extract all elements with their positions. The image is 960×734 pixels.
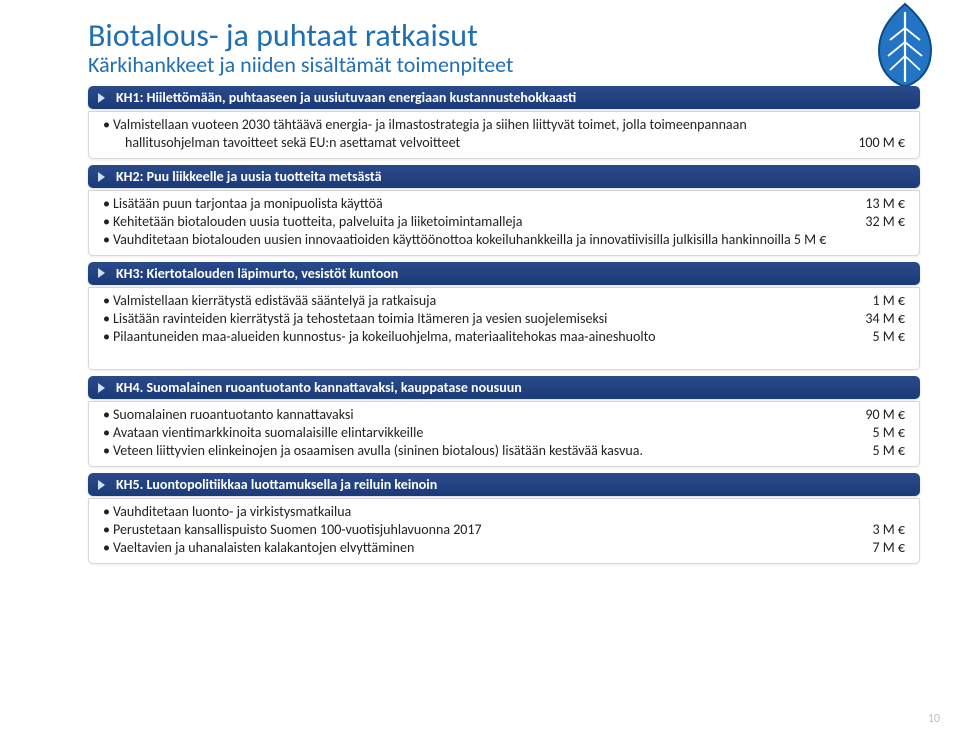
item-amount: 34 M € (843, 310, 905, 328)
list-item: Valmistellaan vuoteen 2030 tähtäävä ener… (103, 116, 905, 134)
item-amount: 5 M € (843, 328, 905, 346)
chevron-right-icon (98, 383, 105, 393)
list-item: Perustetaan kansallispuisto Suomen 100-v… (103, 521, 905, 539)
section-body: Valmistellaan vuoteen 2030 tähtäävä ener… (88, 111, 920, 159)
chevron-right-icon (98, 93, 105, 103)
item-text: Vaeltavien ja uhanalaisten kalakantojen … (113, 539, 825, 557)
section: KH2: Puu liikkeelle ja uusia tuotteita m… (88, 165, 920, 256)
section-body: Vauhditetaan luonto- ja virkistysmatkail… (88, 498, 920, 564)
section-body: Suomalainen ruoantuotanto kannattavaksi 9… (88, 401, 920, 467)
section-header: KH3: Kiertotalouden läpimurto, vesistöt … (88, 262, 920, 285)
item-amount: 13 M € (843, 195, 905, 213)
page-title: Biotalous- ja puhtaat ratkaisut (88, 18, 920, 53)
section-header: KH1: Hiilettömään, puhtaaseen ja uusiutu… (88, 86, 920, 109)
list-item: Valmistellaan kierrätystä edistävää sään… (103, 292, 905, 310)
section-header-label: KH4. Suomalainen ruoantuotanto kannattav… (116, 379, 522, 396)
list-item: Vaeltavien ja uhanalaisten kalakantojen … (103, 539, 905, 557)
item-text: Kehitetään biotalouden uusia tuotteita, … (113, 213, 825, 231)
list-item: Lisätään puun tarjontaa ja monipuolista … (103, 195, 905, 213)
list-item: Lisätään ravinteiden kierrätystä ja teho… (103, 310, 905, 328)
list-item: Vauhditetaan luonto- ja virkistysmatkail… (103, 503, 905, 521)
list-item: Veteen liittyvien elinkeinojen ja osaami… (103, 442, 905, 460)
section-body: Valmistellaan kierrätystä edistävää sään… (88, 287, 920, 371)
list-item (103, 345, 905, 363)
item-list: Vauhditetaan luonto- ja virkistysmatkail… (103, 503, 905, 557)
title-block: Biotalous- ja puhtaat ratkaisut Kärkihan… (88, 18, 920, 78)
item-amount: 5 M € (843, 442, 905, 460)
item-list: Valmistellaan kierrätystä edistävää sään… (103, 292, 905, 364)
list-item: Vauhditetaan biotalouden uusien innovaat… (103, 231, 905, 249)
chevron-right-icon (98, 480, 105, 490)
page-subtitle: Kärkihankkeet ja niiden sisältämät toime… (88, 51, 920, 78)
item-amount: 32 M € (843, 213, 905, 231)
chevron-right-icon (98, 268, 105, 278)
item-amount: 100 M € (843, 134, 905, 152)
item-text: hallitusohjelman tavoitteet sekä EU:n as… (113, 134, 825, 152)
item-list: Lisätään puun tarjontaa ja monipuolista … (103, 195, 905, 249)
section: KH3: Kiertotalouden läpimurto, vesistöt … (88, 262, 920, 371)
item-text (113, 345, 905, 363)
chevron-right-icon (98, 172, 105, 182)
section-header-label: KH1: Hiilettömään, puhtaaseen ja uusiutu… (116, 89, 576, 106)
item-amount: 1 M € (843, 292, 905, 310)
item-text: Valmistellaan vuoteen 2030 tähtäävä ener… (113, 116, 905, 134)
item-text: Pilaantuneiden maa-alueiden kunnostus- j… (113, 328, 825, 346)
section-header: KH5. Luontopolitiikkaa luottamuksella ja… (88, 473, 920, 496)
item-list: Suomalainen ruoantuotanto kannattavaksi 9… (103, 406, 905, 460)
section-header-label: KH5. Luontopolitiikkaa luottamuksella ja… (116, 476, 437, 493)
list-item: Avataan vientimarkkinoita suomalaisille … (103, 424, 905, 442)
section: KH4. Suomalainen ruoantuotanto kannattav… (88, 376, 920, 467)
leaf-logo-icon (866, 0, 944, 90)
item-text: Suomalainen ruoantuotanto kannattavaksi (113, 406, 825, 424)
item-list: Valmistellaan vuoteen 2030 tähtäävä ener… (103, 116, 905, 152)
page-number: 10 (928, 712, 940, 726)
section: KH5. Luontopolitiikkaa luottamuksella ja… (88, 473, 920, 564)
section-header: KH2: Puu liikkeelle ja uusia tuotteita m… (88, 165, 920, 188)
item-amount: 7 M € (843, 539, 905, 557)
list-item: Kehitetään biotalouden uusia tuotteita, … (103, 213, 905, 231)
list-item: Pilaantuneiden maa-alueiden kunnostus- j… (103, 328, 905, 346)
section-header-label: KH2: Puu liikkeelle ja uusia tuotteita m… (116, 168, 382, 185)
item-text: Avataan vientimarkkinoita suomalaisille … (113, 424, 825, 442)
section: KH1: Hiilettömään, puhtaaseen ja uusiutu… (88, 86, 920, 159)
section-header: KH4. Suomalainen ruoantuotanto kannattav… (88, 376, 920, 399)
sections-container: KH1: Hiilettömään, puhtaaseen ja uusiutu… (88, 86, 920, 564)
item-text: Lisätään puun tarjontaa ja monipuolista … (113, 195, 825, 213)
item-amount: 90 M € (843, 406, 905, 424)
section-body: Lisätään puun tarjontaa ja monipuolista … (88, 190, 920, 256)
item-text: Perustetaan kansallispuisto Suomen 100-v… (113, 521, 825, 539)
item-text: Vauhditetaan luonto- ja virkistysmatkail… (113, 503, 905, 521)
list-item: hallitusohjelman tavoitteet sekä EU:n as… (103, 134, 905, 152)
item-text: Veteen liittyvien elinkeinojen ja osaami… (113, 442, 825, 460)
item-text: Vauhditetaan biotalouden uusien innovaat… (113, 231, 905, 249)
item-text: Lisätään ravinteiden kierrätystä ja teho… (113, 310, 825, 328)
item-amount: 5 M € (843, 424, 905, 442)
item-text: Valmistellaan kierrätystä edistävää sään… (113, 292, 825, 310)
item-amount: 3 M € (843, 521, 905, 539)
section-header-label: KH3: Kiertotalouden läpimurto, vesistöt … (116, 265, 398, 282)
list-item: Suomalainen ruoantuotanto kannattavaksi 9… (103, 406, 905, 424)
